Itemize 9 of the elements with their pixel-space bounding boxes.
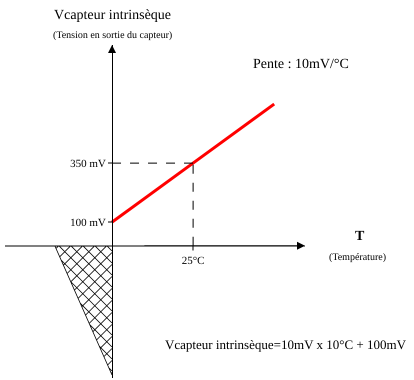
annotation: Vcapteur intrinsèque=10mV x 10°C + 100mV	[165, 337, 407, 352]
y-tick-label: 100 mV	[70, 216, 106, 229]
x-tick-label: 25°C	[182, 254, 204, 267]
y-axis-title: Vcapteur intrinsèque	[54, 8, 172, 23]
x-axis-title: T	[355, 229, 365, 244]
annotation: Pente : 10mV/°C	[253, 57, 349, 72]
text: (Température)	[329, 252, 386, 263]
text: (Tension en sortie du capteur)	[53, 30, 172, 41]
y-tick-label: 350 mV	[70, 158, 106, 170]
